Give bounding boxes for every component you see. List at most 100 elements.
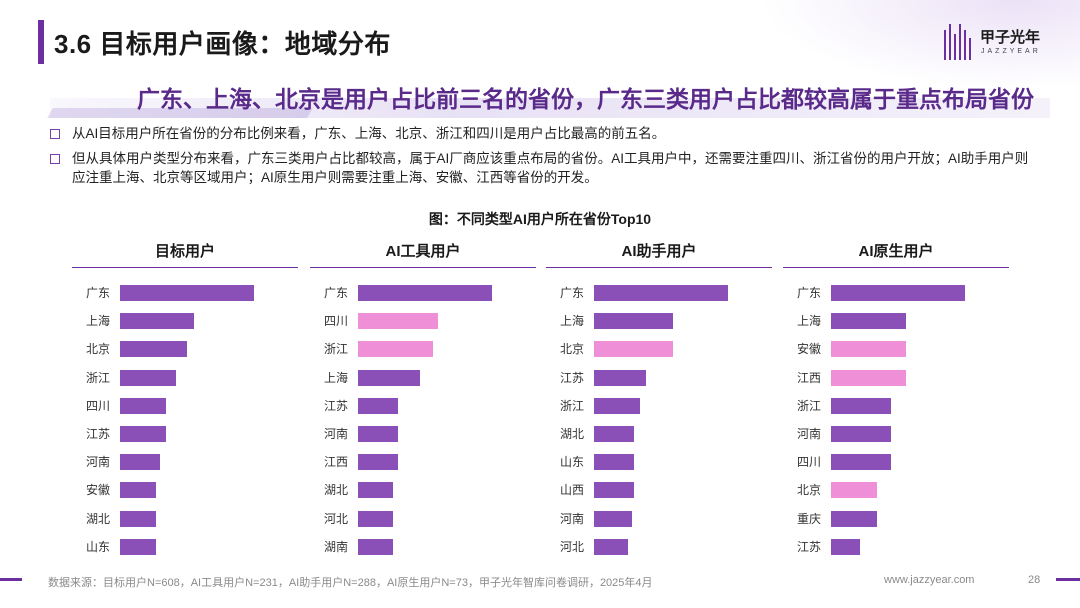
bar-row: 河北 [546, 538, 772, 556]
bar-category-label: 山东 [560, 455, 585, 470]
panel-title: 目标用户 [154, 243, 215, 260]
bar-category-label: 河南 [86, 455, 111, 470]
bar-category-label: 河南 [560, 511, 585, 526]
bar-category-label: 四川 [324, 314, 349, 329]
data-source-note: 数据来源：目标用户N=608，AI工具用户N=231，AI助手用户N=288，A… [48, 577, 653, 589]
panel-title: AI原生用户 [858, 243, 934, 260]
bar [358, 369, 420, 386]
bullet-item: 但从具体用户类型分布来看，广东三类用户占比都较高，属于AI厂商应该重点布局的省份… [48, 149, 1038, 187]
bar-row: 上海 [310, 369, 536, 387]
bar [594, 482, 635, 499]
brand-sub: JAZZYEAR [981, 48, 1041, 55]
chart-panel-ai-native-users: AI原生用户 广东上海安徽江西浙江河南四川北京重庆江苏 [783, 236, 1009, 566]
bar-category-label: 浙江 [86, 370, 111, 385]
bar-category-label: 广东 [324, 286, 349, 300]
bullet-text: 从AI目标用户所在省份的分布比例来看，广东、上海、北京、浙江和四川是用户占比最高… [72, 126, 666, 141]
bar [358, 313, 439, 330]
bar [358, 397, 399, 414]
bar [120, 313, 194, 330]
panel-divider [310, 267, 536, 268]
bar [594, 397, 640, 414]
bar-category-label: 江苏 [86, 427, 111, 441]
bar-category-label: 湖南 [324, 539, 349, 554]
bar [594, 341, 674, 358]
bar-row: 浙江 [72, 369, 298, 387]
footer-url: www.jazzyear.com [884, 574, 975, 586]
bar-row: 江苏 [546, 369, 772, 387]
bar-row: 湖北 [310, 481, 536, 499]
bar [831, 510, 877, 527]
bar [120, 510, 157, 527]
bar-row: 安徽 [72, 481, 298, 499]
bar-category-label: 湖北 [86, 511, 111, 526]
chart-panel-target-users: 目标用户 广东 上海 北京 浙江 四川 江苏 河南 安徽 湖北 山东 [72, 236, 298, 566]
bar-row: 安徽 [783, 340, 1009, 358]
bar-category-label: 江西 [324, 455, 349, 470]
bar [358, 341, 434, 358]
bar-row: 河南 [783, 425, 1009, 443]
bar-category-label: 重庆 [797, 511, 822, 526]
page-title: 3.6 目标用户画像：地域分布 [54, 29, 391, 59]
bar-category-label: 安徽 [86, 483, 111, 498]
bar-category-label: 上海 [797, 314, 822, 329]
corner-decoration [760, 0, 1080, 90]
bar-row: 河南 [310, 425, 536, 443]
bar-category-label: 四川 [797, 455, 822, 470]
bar [594, 313, 674, 330]
panel-divider [783, 267, 1009, 268]
bar-row: 北京 [783, 481, 1009, 499]
page-number: 28 [1028, 574, 1041, 586]
panel-divider [546, 267, 772, 268]
bar [120, 341, 187, 358]
bar-row: 四川 [72, 397, 298, 415]
title-accent-bar [38, 20, 44, 64]
bar-category-label: 广东 [560, 286, 585, 300]
bar [831, 369, 907, 386]
bar [358, 454, 399, 471]
bar [594, 538, 628, 555]
bar-category-label: 江西 [797, 370, 822, 385]
bar [594, 454, 635, 471]
panel-title: AI工具用户 [385, 243, 461, 260]
bar-category-label: 浙江 [324, 342, 349, 357]
bar [358, 538, 393, 555]
bar [831, 538, 861, 555]
bar-category-label: 广东 [797, 286, 822, 300]
bar [120, 482, 157, 499]
bar [358, 510, 393, 527]
bar-row: 江西 [310, 453, 536, 471]
chart-panel-ai-assistant-users: AI助手用户 广东 上海 北京 江苏 浙江 湖北 山东 山西 河南 河北 [546, 236, 772, 566]
bar [831, 341, 907, 358]
bar-row: 浙江 [546, 397, 772, 415]
bar-category-label: 江苏 [797, 539, 822, 554]
bar-category-label: 北京 [86, 342, 111, 357]
bar [831, 482, 877, 499]
bar-row: 浙江 [310, 340, 536, 358]
bar-row: 河南 [72, 453, 298, 471]
bar [594, 510, 632, 527]
bar-row: 上海 [546, 312, 772, 330]
bar-row: 广东 [546, 284, 772, 302]
bar-row: 江苏 [310, 397, 536, 415]
bar-row: 山东 [546, 453, 772, 471]
bullet-text: 但从具体用户类型分布来看，广东三类用户占比都较高，属于AI厂商应该重点布局的省份… [72, 151, 1029, 185]
bar [594, 285, 728, 301]
bar-category-label: 四川 [86, 398, 111, 413]
bar-category-label: 上海 [560, 314, 585, 329]
bar-row: 四川 [783, 453, 1009, 471]
brand-bars-icon [944, 24, 974, 60]
bar [120, 285, 254, 301]
bar-row: 湖南 [310, 538, 536, 556]
bar-category-label: 上海 [324, 370, 349, 385]
brand-logo: 甲子光年 JAZZYEAR [944, 22, 1056, 62]
bar [120, 538, 157, 555]
brand-name: 甲子光年 [980, 29, 1041, 46]
bar [831, 397, 892, 414]
bar-category-label: 浙江 [797, 398, 822, 413]
bar-category-label: 湖北 [324, 483, 349, 498]
bar-row: 北京 [546, 340, 772, 358]
bar [358, 482, 393, 499]
bar-category-label: 河南 [797, 427, 822, 441]
bar [120, 369, 177, 386]
bar [120, 397, 166, 414]
